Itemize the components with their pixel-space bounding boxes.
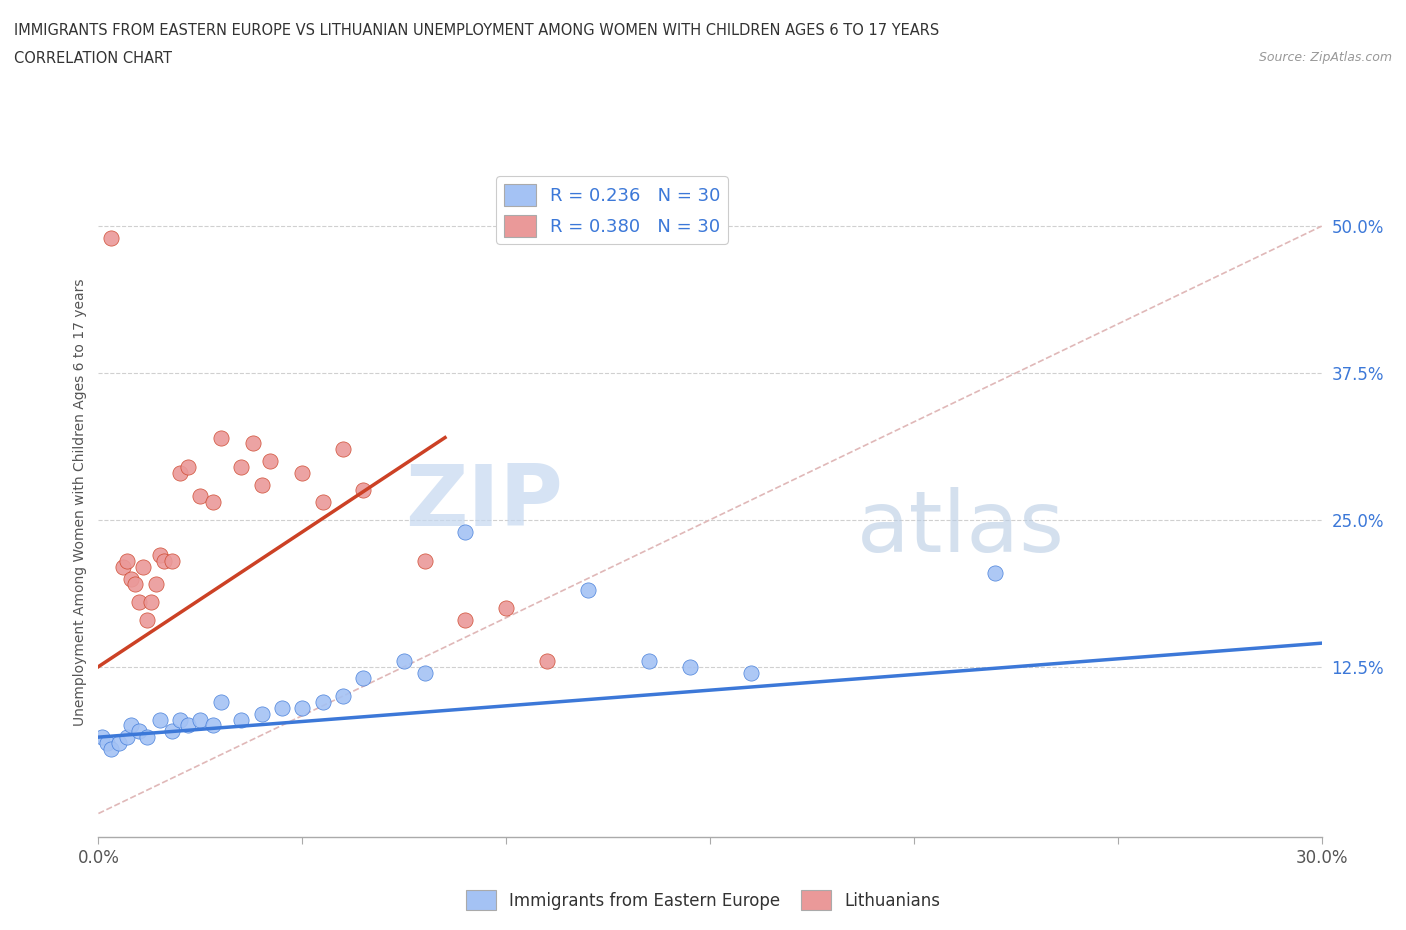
Point	[209, 695, 232, 710]
Point	[96, 736, 118, 751]
Point	[270, 700, 294, 715]
Point	[160, 553, 183, 568]
Point	[638, 654, 661, 669]
Point	[91, 730, 114, 745]
Point	[128, 724, 150, 738]
Point	[312, 495, 335, 510]
Point	[128, 594, 150, 609]
Point	[169, 465, 191, 480]
Legend: Immigrants from Eastern Europe, Lithuanians: Immigrants from Eastern Europe, Lithuani…	[460, 884, 946, 917]
Point	[291, 700, 314, 715]
Point	[231, 459, 253, 474]
Text: ZIP: ZIP	[405, 460, 564, 544]
Point	[115, 730, 138, 745]
Point	[132, 559, 155, 574]
Point	[454, 612, 477, 627]
Point	[149, 548, 172, 563]
Point	[100, 231, 122, 246]
Point	[332, 442, 354, 457]
Point	[100, 741, 122, 756]
Point	[392, 654, 416, 669]
Text: CORRELATION CHART: CORRELATION CHART	[14, 51, 172, 66]
Point	[291, 465, 314, 480]
Point	[740, 665, 762, 680]
Point	[136, 730, 159, 745]
Point	[120, 571, 142, 586]
Point	[201, 495, 224, 510]
Point	[160, 724, 183, 738]
Point	[141, 594, 163, 609]
Point	[108, 736, 131, 751]
Point	[413, 553, 436, 568]
Point	[201, 718, 224, 733]
Point	[169, 712, 191, 727]
Point	[259, 454, 281, 469]
Legend: R = 0.236   N = 30, R = 0.380   N = 30: R = 0.236 N = 30, R = 0.380 N = 30	[496, 177, 728, 244]
Point	[536, 654, 558, 669]
Point	[177, 459, 200, 474]
Text: IMMIGRANTS FROM EASTERN EUROPE VS LITHUANIAN UNEMPLOYMENT AMONG WOMEN WITH CHILD: IMMIGRANTS FROM EASTERN EUROPE VS LITHUA…	[14, 23, 939, 38]
Text: atlas: atlas	[856, 487, 1064, 570]
Point	[152, 553, 174, 568]
Point	[111, 559, 134, 574]
Point	[312, 695, 335, 710]
Point	[120, 718, 142, 733]
Point	[231, 712, 253, 727]
Point	[124, 577, 146, 591]
Point	[413, 665, 436, 680]
Point	[188, 712, 212, 727]
Point	[177, 718, 200, 733]
Point	[352, 671, 374, 685]
Point	[250, 706, 273, 721]
Point	[332, 688, 354, 703]
Text: Source: ZipAtlas.com: Source: ZipAtlas.com	[1258, 51, 1392, 64]
Point	[188, 489, 212, 504]
Y-axis label: Unemployment Among Women with Children Ages 6 to 17 years: Unemployment Among Women with Children A…	[73, 278, 87, 726]
Point	[136, 612, 159, 627]
Point	[495, 601, 517, 616]
Point	[576, 583, 599, 598]
Point	[149, 712, 172, 727]
Point	[984, 565, 1007, 580]
Point	[250, 477, 273, 492]
Point	[352, 483, 374, 498]
Point	[145, 577, 167, 591]
Point	[115, 553, 138, 568]
Point	[242, 436, 264, 451]
Point	[454, 525, 477, 539]
Point	[209, 431, 232, 445]
Point	[679, 659, 702, 674]
